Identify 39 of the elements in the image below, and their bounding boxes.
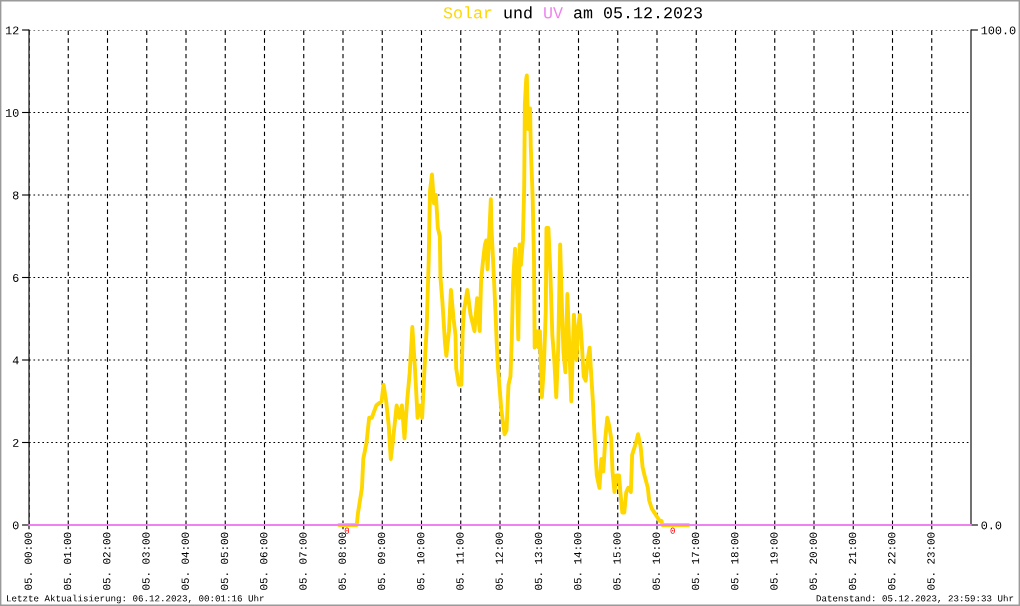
x-tick-label: 05. 08:00 xyxy=(338,532,346,590)
text: Datenstand: 05.12.2023, 23:59:33 Uhr xyxy=(816,594,1014,603)
x-tick-label: 05. 14:00 xyxy=(574,532,582,590)
x-tick-label: 05. 11:00 xyxy=(456,532,464,590)
x-tick-label: 05. 23:00 xyxy=(927,532,935,590)
x-tick-label: 05. 01:00 xyxy=(63,532,72,590)
x-tick-label: 05. 22:00 xyxy=(888,532,896,590)
x-tick-label: 05. 03:00 xyxy=(142,532,150,590)
y-tick-label: 6 xyxy=(13,273,19,282)
x-tick-label: 05. 18:00 xyxy=(731,532,739,590)
x-tick-label: 05. 12:00 xyxy=(495,532,503,590)
y-tick-label: 4 xyxy=(12,356,19,365)
x-tick-label: 05. 05:00 xyxy=(220,532,229,590)
x-tick-label: 05. 17:00 xyxy=(691,532,700,590)
text: Letzte Aktualisierung: 06.12.2023, 00:01:16 Uhr xyxy=(7,594,264,604)
y-tick-label: 2 xyxy=(13,438,19,447)
x-tick-label: 05. 13:00 xyxy=(534,532,543,590)
y-tick-label: 10 xyxy=(5,108,19,117)
x-tick-label: 05. 20:00 xyxy=(809,532,817,590)
x-tick-label: 05. 16:00 xyxy=(652,532,660,590)
x-tick-label: 05. 00:00 xyxy=(24,532,32,590)
annotation: 0 xyxy=(344,527,350,534)
x-tick-label: 05. 21:00 xyxy=(848,532,857,590)
annotation: 0 xyxy=(670,527,675,534)
x-tick-label: 05. 15:00 xyxy=(613,532,621,590)
x-tick-label: 05. 02:00 xyxy=(103,532,111,590)
line-series xyxy=(337,73,691,527)
y-tick-label: 0 xyxy=(12,521,19,530)
x-tick-label: 05. 07:00 xyxy=(299,532,307,590)
y-tick-label: 12 xyxy=(5,26,19,35)
y-tick-label: 8 xyxy=(12,191,19,200)
x-tick-label: 05. 06:00 xyxy=(260,532,268,590)
x-tick-label: 05. 19:00 xyxy=(770,532,778,590)
y2-tick-label: 0.0 xyxy=(981,521,1002,530)
y2-tick-label: 100.0 xyxy=(981,26,1016,35)
x-tick-label: 05. 10:00 xyxy=(417,532,425,590)
x-tick-label: 05. 09:00 xyxy=(377,532,386,590)
chart-title: Solar und UV am 05.12.2023 xyxy=(443,6,702,19)
x-tick-label: 05. 04:00 xyxy=(181,532,189,590)
